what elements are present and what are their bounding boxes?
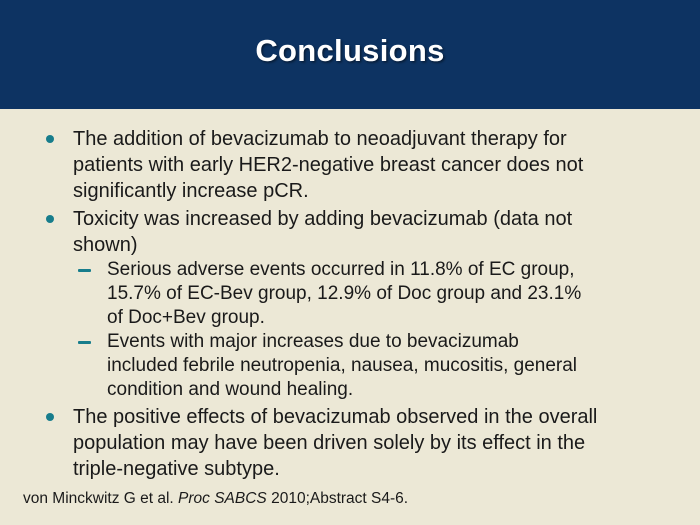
sub-bullet-item: Serious adverse events occurred in 11.8%… bbox=[78, 258, 682, 330]
bullet-item: The addition of bevacizumab to neoadjuva… bbox=[45, 126, 682, 204]
dash-bullet-icon bbox=[78, 258, 107, 330]
bullet-list: The addition of bevacizumab to neoadjuva… bbox=[0, 109, 700, 482]
bullet-text: Serious adverse events occurred in 11.8%… bbox=[107, 259, 582, 328]
bullet-item: The positive effects of bevacizumab obse… bbox=[45, 404, 682, 482]
bullet-text: Events with major increases due to bevac… bbox=[107, 331, 578, 400]
citation: von Minckwitz G et al. Proc SABCS 2010;A… bbox=[23, 490, 408, 508]
bullet-text: The addition of bevacizumab to neoadjuva… bbox=[73, 128, 584, 202]
citation-journal: Proc SABCS bbox=[178, 490, 267, 507]
slide-title-banner: Conclusions bbox=[0, 0, 700, 109]
citation-ref: 2010;Abstract S4-6. bbox=[266, 490, 409, 507]
dot-bullet-icon bbox=[45, 126, 73, 204]
sub-bullet-item: Events with major increases due to bevac… bbox=[78, 330, 682, 402]
bullet-item: Toxicity was increased by adding bevaciz… bbox=[45, 206, 682, 258]
slide-title: Conclusions bbox=[255, 33, 445, 68]
dash-bullet-icon bbox=[78, 330, 107, 402]
bullet-text: Toxicity was increased by adding bevaciz… bbox=[73, 208, 573, 256]
citation-authors: von Minckwitz G et al. bbox=[23, 490, 179, 507]
dot-bullet-icon bbox=[45, 404, 73, 482]
bullet-text: The positive effects of bevacizumab obse… bbox=[73, 406, 598, 480]
dot-bullet-icon bbox=[45, 206, 73, 258]
